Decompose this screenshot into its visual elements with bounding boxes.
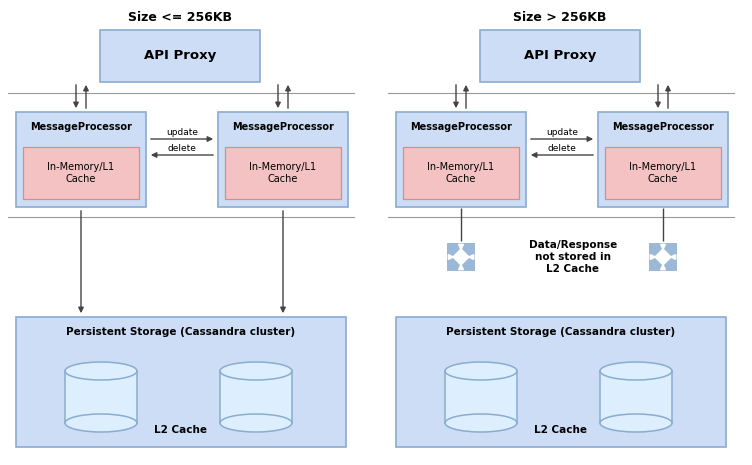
- Bar: [23, 147, 139, 199]
- Text: Data/Response
not stored in
L2 Cache: Data/Response not stored in L2 Cache: [529, 240, 617, 273]
- Ellipse shape: [65, 362, 137, 380]
- Text: In-Memory/L1
Cache: In-Memory/L1 Cache: [47, 162, 114, 184]
- Bar: [598, 112, 728, 207]
- Text: In-Memory/L1
Cache: In-Memory/L1 Cache: [250, 162, 317, 184]
- Bar: [396, 317, 726, 447]
- Bar: [600, 371, 672, 423]
- Text: In-Memory/L1
Cache: In-Memory/L1 Cache: [629, 162, 696, 184]
- Bar: [403, 147, 519, 199]
- Text: L2 Cache: L2 Cache: [535, 425, 587, 435]
- Text: MessageProcessor: MessageProcessor: [30, 122, 132, 132]
- Text: API Proxy: API Proxy: [144, 49, 216, 62]
- Polygon shape: [452, 248, 470, 266]
- Text: In-Memory/L1
Cache: In-Memory/L1 Cache: [427, 162, 495, 184]
- Text: L2 Cache: L2 Cache: [154, 425, 208, 435]
- Text: MessageProcessor: MessageProcessor: [232, 122, 334, 132]
- Ellipse shape: [445, 414, 517, 432]
- Text: delete: delete: [168, 144, 196, 153]
- FancyBboxPatch shape: [649, 243, 677, 271]
- FancyBboxPatch shape: [447, 243, 475, 271]
- Bar: [480, 30, 640, 82]
- Ellipse shape: [65, 414, 137, 432]
- Polygon shape: [654, 248, 672, 266]
- Ellipse shape: [445, 362, 517, 380]
- Bar: [225, 147, 341, 199]
- Ellipse shape: [220, 362, 292, 380]
- Ellipse shape: [220, 414, 292, 432]
- Text: Persistent Storage (Cassandra cluster): Persistent Storage (Cassandra cluster): [447, 327, 675, 337]
- Ellipse shape: [600, 362, 672, 380]
- Bar: [445, 371, 517, 423]
- Text: Size <= 256KB: Size <= 256KB: [128, 11, 232, 24]
- Text: update: update: [546, 128, 578, 137]
- Text: update: update: [166, 128, 198, 137]
- Text: API Proxy: API Proxy: [524, 49, 596, 62]
- Text: Size > 256KB: Size > 256KB: [514, 11, 607, 24]
- Bar: [396, 112, 526, 207]
- Bar: [16, 112, 146, 207]
- Bar: [65, 371, 137, 423]
- Bar: [605, 147, 721, 199]
- Bar: [218, 112, 348, 207]
- Bar: [100, 30, 260, 82]
- Text: MessageProcessor: MessageProcessor: [612, 122, 714, 132]
- Ellipse shape: [600, 414, 672, 432]
- Bar: [16, 317, 346, 447]
- Text: Persistent Storage (Cassandra cluster): Persistent Storage (Cassandra cluster): [66, 327, 296, 337]
- Bar: [220, 371, 292, 423]
- Text: MessageProcessor: MessageProcessor: [410, 122, 512, 132]
- Text: delete: delete: [547, 144, 577, 153]
